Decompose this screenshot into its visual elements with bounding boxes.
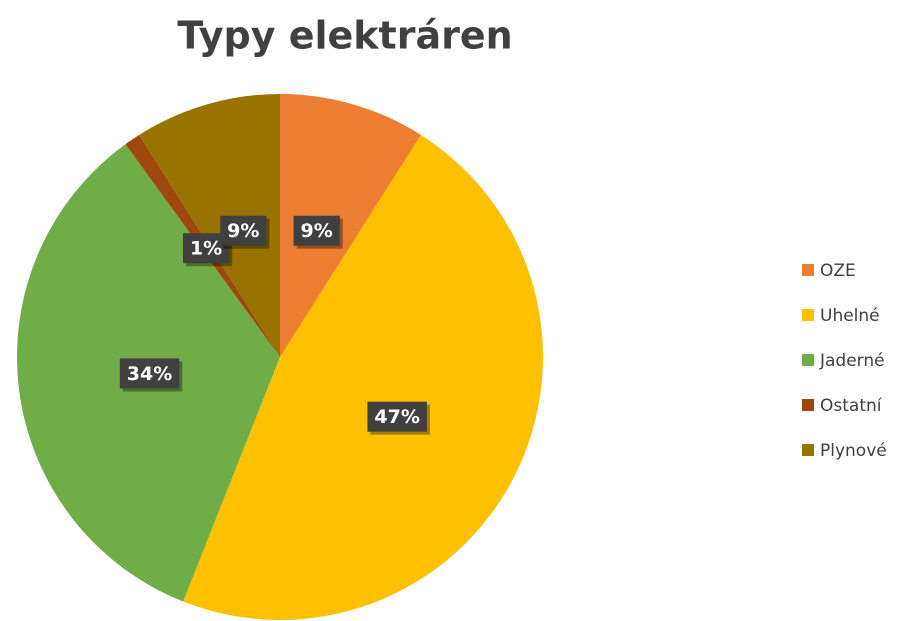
legend-swatch bbox=[802, 309, 814, 321]
pie-slice bbox=[139, 94, 280, 357]
chart-title: Typy elektráren bbox=[177, 14, 512, 58]
legend-swatch bbox=[802, 444, 814, 456]
data-label: 1% bbox=[190, 238, 222, 260]
legend-label: Ostatní bbox=[820, 396, 883, 416]
data-label-box bbox=[293, 215, 340, 246]
legend-label: Plynové bbox=[820, 441, 887, 461]
data-label: 9% bbox=[227, 220, 259, 242]
legend-label: OZE bbox=[820, 261, 856, 281]
pie-slice bbox=[280, 94, 421, 357]
data-label: 34% bbox=[127, 363, 172, 385]
data-label: 9% bbox=[301, 220, 333, 242]
legend-swatch bbox=[802, 354, 814, 366]
pie-slice bbox=[183, 134, 543, 620]
legend-swatch bbox=[802, 264, 814, 276]
legend-swatch bbox=[802, 399, 814, 411]
legend-label: Jaderné bbox=[819, 351, 885, 371]
data-label-box bbox=[367, 401, 427, 432]
data-label: 47% bbox=[374, 406, 419, 428]
data-label-box bbox=[220, 215, 267, 246]
legend-label: Uhelné bbox=[820, 306, 880, 326]
data-label-box bbox=[119, 358, 180, 389]
